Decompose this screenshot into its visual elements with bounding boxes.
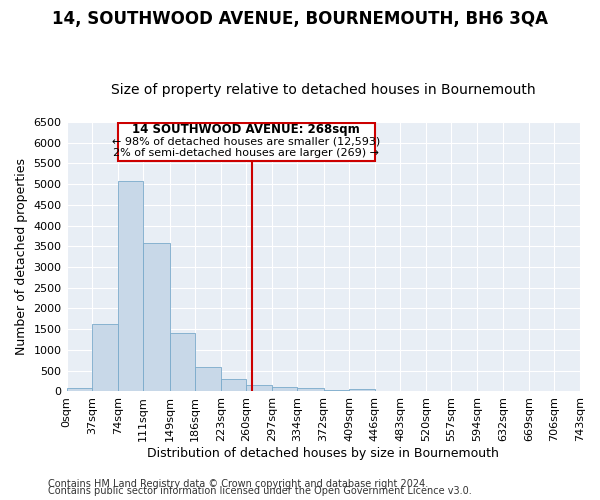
Bar [67, 388, 92, 392]
Text: Contains HM Land Registry data © Crown copyright and database right 2024.: Contains HM Land Registry data © Crown c… [48, 479, 428, 489]
X-axis label: Distribution of detached houses by size in Bournemouth: Distribution of detached houses by size … [148, 447, 499, 460]
Bar [246, 385, 272, 392]
FancyBboxPatch shape [118, 122, 375, 161]
Bar [195, 367, 221, 392]
Bar [298, 388, 323, 392]
Bar [323, 390, 349, 392]
Y-axis label: Number of detached properties: Number of detached properties [15, 158, 28, 355]
Text: ← 98% of detached houses are smaller (12,593): ← 98% of detached houses are smaller (12… [112, 136, 380, 146]
Bar [170, 334, 195, 392]
Text: 14 SOUTHWOOD AVENUE: 268sqm: 14 SOUTHWOOD AVENUE: 268sqm [133, 123, 360, 136]
Text: 2% of semi-detached houses are larger (269) →: 2% of semi-detached houses are larger (2… [113, 148, 379, 158]
Bar [349, 390, 375, 392]
Text: 14, SOUTHWOOD AVENUE, BOURNEMOUTH, BH6 3QA: 14, SOUTHWOOD AVENUE, BOURNEMOUTH, BH6 3… [52, 10, 548, 28]
Bar [143, 243, 170, 392]
Bar [118, 180, 143, 392]
Bar [221, 380, 246, 392]
Text: Contains public sector information licensed under the Open Government Licence v3: Contains public sector information licen… [48, 486, 472, 496]
Title: Size of property relative to detached houses in Bournemouth: Size of property relative to detached ho… [111, 83, 536, 97]
Bar [92, 324, 118, 392]
Bar [272, 387, 298, 392]
